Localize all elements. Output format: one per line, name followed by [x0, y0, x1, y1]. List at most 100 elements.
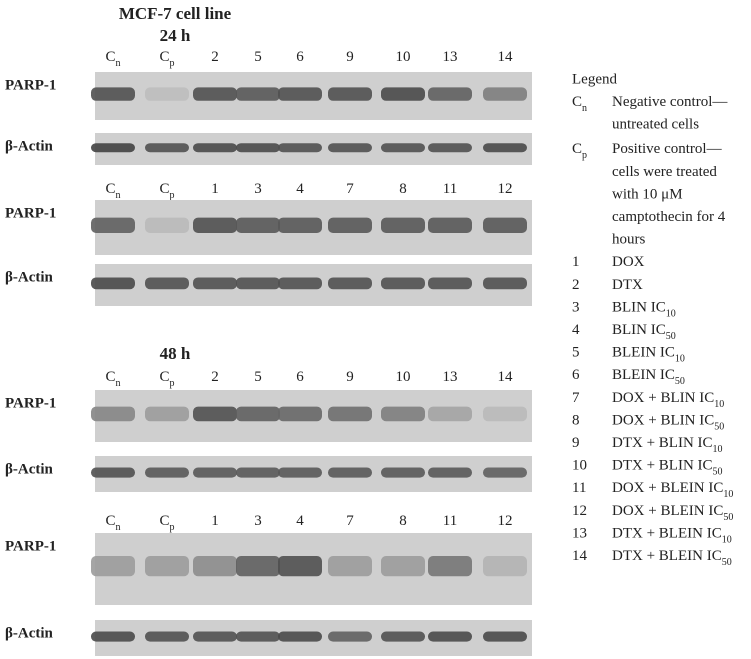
legend-key-main: 13 — [572, 526, 587, 542]
row-label: PARP-1 — [5, 77, 56, 93]
lane-label-main: C — [105, 49, 115, 65]
band — [278, 217, 322, 233]
legend-key-sub: n — [582, 103, 587, 114]
lane-label: 5 — [254, 49, 262, 65]
band — [193, 406, 237, 422]
band — [145, 217, 189, 233]
band — [381, 406, 425, 422]
band — [193, 217, 237, 233]
lane-label: Cn — [105, 49, 120, 68]
lane-label: 3 — [254, 181, 262, 197]
row-label: PARP-1 — [5, 395, 56, 411]
lane-label: 7 — [346, 513, 354, 529]
legend-text: DTX + BLEIN IC10 — [612, 526, 732, 545]
lane-label-sub: n — [116, 190, 121, 201]
band — [328, 217, 372, 233]
lane-label: 9 — [346, 49, 354, 65]
legend-key-main: 5 — [572, 345, 580, 361]
band — [236, 631, 280, 642]
band — [483, 631, 527, 642]
legend-key: 1 — [572, 255, 580, 271]
lane-label-main: 1 — [211, 513, 219, 529]
band — [193, 556, 237, 577]
legend-key: 3 — [572, 300, 580, 316]
lane-label-main: 10 — [396, 369, 411, 385]
legend-text-main: with 10 μM — [612, 187, 683, 203]
legend-key: 7 — [572, 390, 580, 406]
lane-label: Cn — [105, 513, 120, 532]
legend-text: DOX + BLIN IC50 — [612, 413, 724, 432]
lane-label-main: C — [105, 369, 115, 385]
legend-key: 9 — [572, 435, 580, 451]
lane-label-main: 9 — [346, 49, 354, 65]
legend-key-sub: p — [582, 150, 587, 161]
legend-text-main: BLIN IC — [612, 322, 666, 338]
band — [91, 631, 135, 642]
legend-text-main: DOX + BLIN IC — [612, 413, 714, 429]
band — [328, 406, 372, 422]
band — [278, 406, 322, 422]
band — [278, 467, 322, 478]
lane-label: 6 — [296, 369, 304, 385]
band — [145, 87, 189, 101]
band — [381, 143, 425, 153]
legend-key: 5 — [572, 345, 580, 361]
lane-label: 12 — [498, 513, 513, 529]
band — [236, 467, 280, 478]
lane-label-main: 3 — [254, 513, 262, 529]
legend-text-main: DOX + BLEIN IC — [612, 481, 723, 497]
legend-text-main: DOX + BLIN IC — [612, 390, 714, 406]
legend-text: DOX + BLIN IC10 — [612, 390, 724, 409]
band — [91, 87, 135, 101]
legend-text: BLIN IC10 — [612, 300, 676, 319]
lane-label-main: 6 — [296, 49, 304, 65]
lane-label-main: 11 — [443, 513, 457, 529]
lane-label-main: C — [159, 369, 169, 385]
legend-text-sub: 10 — [714, 399, 724, 410]
band — [278, 556, 322, 577]
band — [328, 467, 372, 478]
band — [381, 556, 425, 577]
band — [236, 556, 280, 577]
band — [236, 277, 280, 290]
row-label: PARP-1 — [5, 205, 56, 221]
band — [381, 277, 425, 290]
lane-label: 4 — [296, 513, 304, 529]
band — [91, 143, 135, 153]
legend-key-main: 7 — [572, 390, 580, 406]
band — [145, 556, 189, 577]
legend-text-main: Positive control— — [612, 142, 723, 158]
row-label: β-Actin — [5, 461, 54, 477]
band — [278, 143, 322, 153]
legend-text-main: camptothecin for 4 — [612, 209, 726, 225]
lane-label: 1 — [211, 513, 219, 529]
band — [428, 556, 472, 577]
band — [236, 406, 280, 422]
lane-label: 11 — [443, 513, 457, 529]
band — [428, 143, 472, 153]
lane-label: 5 — [254, 369, 262, 385]
legend-key-main: 14 — [572, 548, 588, 564]
legend-text-main: DTX + BLEIN IC — [612, 526, 722, 542]
band — [145, 143, 189, 153]
lane-label-main: C — [105, 181, 115, 197]
legend-text: DOX — [612, 255, 645, 271]
legend-key: Cn — [572, 94, 587, 113]
band — [328, 87, 372, 101]
lane-label-sub: p — [170, 58, 175, 69]
legend-text-sub: 10 — [722, 534, 732, 545]
legend-text-main: DTX — [612, 277, 643, 293]
lane-label: 8 — [399, 513, 407, 529]
legend-text-main: BLEIN IC — [612, 368, 675, 384]
legend-text-sub: 50 — [714, 421, 724, 432]
band — [483, 406, 527, 422]
band — [145, 631, 189, 642]
time-label: 24 h — [160, 26, 191, 45]
lane-label-main: 10 — [396, 49, 411, 65]
legend-text-sub: 50 — [666, 331, 676, 342]
lane-label-main: 7 — [346, 181, 354, 197]
legend-text-main: DOX + BLEIN IC — [612, 503, 723, 519]
lane-label-main: 14 — [498, 49, 514, 65]
legend-text-main: BLIN IC — [612, 300, 666, 316]
legend-key-main: C — [572, 142, 582, 158]
